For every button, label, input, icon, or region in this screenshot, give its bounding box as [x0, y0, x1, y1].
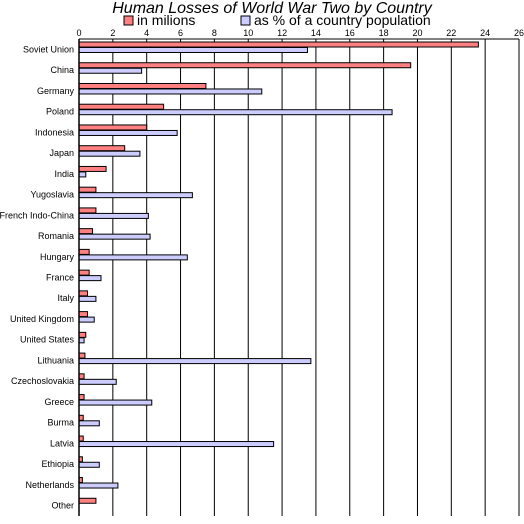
bar-1-germany	[78, 82, 207, 89]
axes	[78, 38, 519, 516]
x-tick-label-16: 16	[345, 28, 355, 38]
bar-2-united-states	[78, 337, 85, 344]
bar-2-netherlands	[78, 482, 119, 489]
bar-2-germany	[78, 88, 263, 95]
bar-2-czechoslovakia	[78, 378, 117, 385]
category-label-japan: Japan	[49, 148, 74, 158]
x-tick-label-24: 24	[480, 28, 490, 38]
bar-1-soviet-union	[78, 41, 479, 48]
x-tick-label-0: 0	[76, 28, 81, 38]
bar-2-india	[78, 171, 87, 178]
bar-1-french-indo-china	[78, 207, 97, 214]
category-label-greece: Greece	[44, 397, 74, 407]
bar-2-latvia	[78, 441, 275, 448]
bar-2-japan	[78, 150, 141, 157]
bar-2-ethiopia	[78, 461, 100, 468]
bar-2-greece	[78, 399, 153, 406]
bar-1-united-states	[78, 331, 87, 338]
category-label-lithuania: Lithuania	[37, 355, 74, 365]
bar-2-indonesia	[78, 129, 178, 136]
category-label-ethiopia: Ethiopia	[41, 459, 74, 469]
bar-1-lithuania	[78, 352, 86, 359]
bar-2-french-indo-china	[78, 212, 149, 219]
category-label-china: China	[50, 65, 74, 75]
category-label-united-kingdom: United Kingdom	[10, 314, 74, 324]
bar-2-lithuania	[78, 358, 312, 365]
category-label-india: India	[54, 169, 74, 179]
bar-2-china	[78, 67, 143, 74]
x-tick-label-6: 6	[178, 28, 183, 38]
bar-1-japan	[78, 145, 126, 152]
bar-2-burma	[78, 420, 100, 427]
x-tick-label-22: 22	[446, 28, 456, 38]
x-tick-label-4: 4	[144, 28, 149, 38]
legend-swatch-2	[240, 15, 251, 26]
bar-1-united-kingdom	[78, 311, 88, 318]
x-tick-label-2: 2	[110, 28, 115, 38]
x-tick-label-10: 10	[243, 28, 253, 38]
legend: in milions as % of a country population	[123, 12, 431, 28]
category-label-latvia: Latvia	[50, 438, 74, 448]
bar-1-italy	[78, 290, 88, 297]
legend-label-1: in milions	[137, 12, 195, 28]
category-label-burma: Burma	[47, 418, 74, 428]
x-tick-label-12: 12	[277, 28, 287, 38]
legend-label-2: as % of a country population	[254, 12, 431, 28]
category-label-france: France	[46, 273, 74, 283]
category-label-poland: Poland	[46, 107, 74, 117]
chart-title: Human Losses of World War Two by Country	[112, 0, 433, 17]
category-label-romania: Romania	[38, 231, 74, 241]
bar-1-yugoslavia	[78, 186, 97, 193]
bar-1-czechoslovakia	[78, 373, 85, 380]
bar-2-romania	[78, 233, 151, 240]
category-label-hungary: Hungary	[40, 252, 75, 262]
bars	[78, 41, 479, 504]
x-tick-label-20: 20	[412, 28, 422, 38]
bar-1-indonesia	[78, 124, 148, 131]
bar-1-romania	[78, 228, 94, 235]
bar-1-greece	[78, 394, 85, 401]
category-label-other: Other	[51, 501, 74, 511]
x-tick-label-26: 26	[514, 28, 524, 38]
bar-1-poland	[78, 103, 165, 110]
category-label-french-indo-china: French Indo-China	[0, 210, 74, 220]
category-label-netherlands: Netherlands	[25, 480, 74, 490]
bar-1-hungary	[78, 248, 90, 255]
x-tick-label-14: 14	[311, 28, 321, 38]
bar-2-poland	[78, 109, 393, 116]
bar-2-yugoslavia	[78, 192, 193, 199]
gridlines	[112, 39, 520, 516]
category-label-indonesia: Indonesia	[35, 127, 74, 137]
category-label-germany: Germany	[37, 86, 75, 96]
legend-swatch-1	[123, 15, 134, 26]
x-axis-ticks: 0 2 4 6 8 10 12 14 16 18 20 22 24 26	[76, 28, 524, 38]
category-label-soviet-union: Soviet Union	[23, 44, 74, 54]
bar-1-other	[78, 497, 97, 504]
bar-2-hungary	[78, 254, 188, 261]
bar-1-india	[78, 165, 107, 172]
bar-2-united-kingdom	[78, 316, 95, 323]
bar-2-france	[78, 275, 102, 282]
category-labels: Soviet Union China Germany Poland Indonesia J…	[0, 44, 74, 510]
bar-1-france	[78, 269, 90, 276]
category-label-czechoslovakia: Czechoslovakia	[11, 376, 74, 386]
bar-1-china	[78, 62, 412, 69]
x-tick-label-18: 18	[379, 28, 389, 38]
x-tick-label-8: 8	[212, 28, 217, 38]
bar-2-italy	[78, 295, 97, 302]
category-label-italy: Italy	[57, 293, 74, 303]
category-label-united-states: United States	[20, 335, 75, 345]
bar-2-soviet-union	[78, 47, 308, 53]
category-label-yugoslavia: Yugoslavia	[30, 190, 74, 200]
